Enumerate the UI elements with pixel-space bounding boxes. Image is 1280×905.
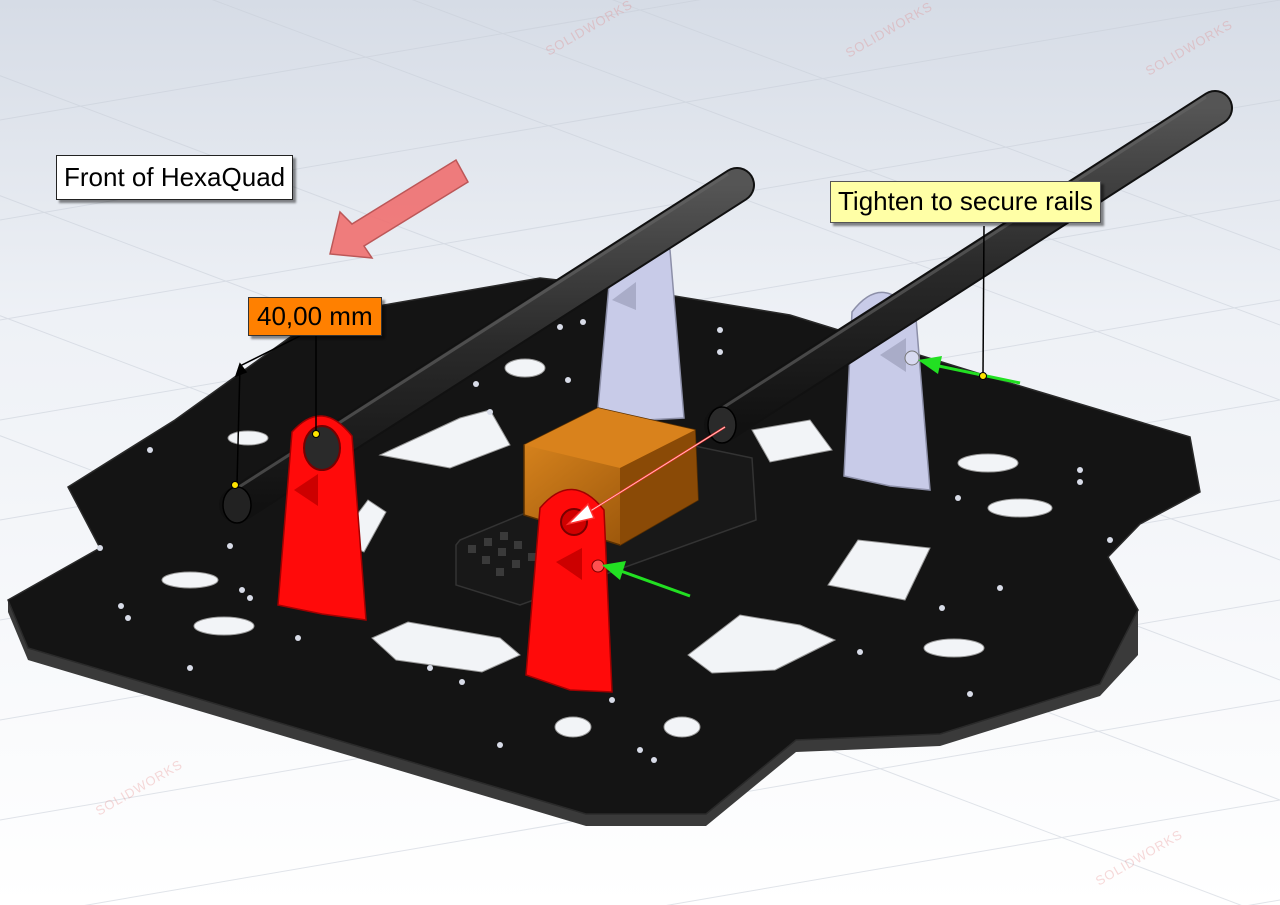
front-clamp-right: [525, 488, 613, 693]
indicator-arrow-front: [602, 561, 691, 598]
dimension-leaders: [234, 335, 317, 485]
plate-cutouts: [161, 358, 1053, 738]
assembly-path-arrow: [565, 426, 726, 526]
tighten-note-label: Tighten to secure rails: [830, 181, 1101, 223]
plate-holes: [97, 319, 1113, 763]
tighten-point: [979, 372, 987, 380]
front-label: Front of HexaQuad: [56, 155, 294, 200]
rail-right: [704, 90, 1233, 444]
front-clamp-left: [277, 415, 367, 621]
dimension-point-clamp: [312, 430, 320, 438]
dimension-point-rail: [231, 481, 239, 489]
front-direction-arrow: [329, 158, 469, 259]
dimension-label: 40,00 mm: [248, 297, 382, 336]
tighten-leader: [982, 225, 985, 375]
indicator-arrow-right: [918, 356, 1021, 385]
